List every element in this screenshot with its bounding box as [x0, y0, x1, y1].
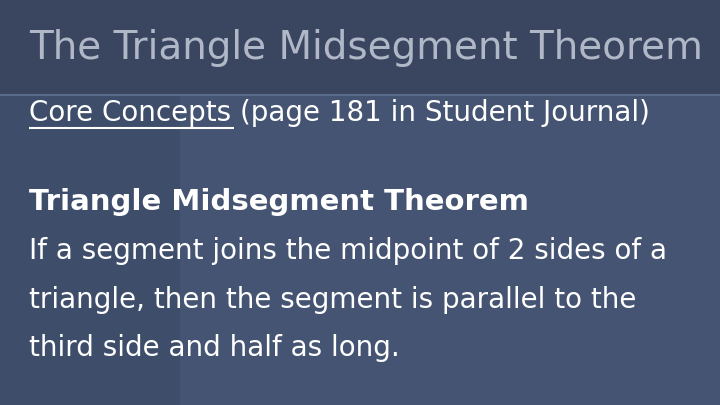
Text: Core Concepts (page 181 in Student Journal): Core Concepts (page 181 in Student Journ…	[29, 99, 649, 128]
Text: The Triangle Midsegment Theorem: The Triangle Midsegment Theorem	[29, 29, 703, 66]
Text: If a segment joins the midpoint of 2 sides of a: If a segment joins the midpoint of 2 sid…	[29, 237, 667, 265]
Text: triangle, then the segment is parallel to the: triangle, then the segment is parallel t…	[29, 286, 636, 314]
FancyBboxPatch shape	[0, 0, 720, 95]
FancyBboxPatch shape	[180, 95, 720, 405]
Text: Triangle Midsegment Theorem: Triangle Midsegment Theorem	[29, 188, 528, 217]
Text: third side and half as long.: third side and half as long.	[29, 334, 400, 362]
